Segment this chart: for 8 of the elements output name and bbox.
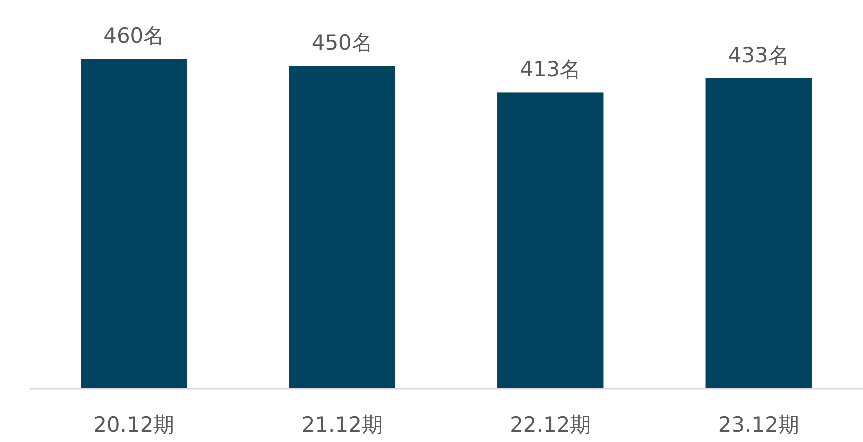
x-tick-label: 23.12期 (718, 413, 800, 437)
x-tick-label: 21.12期 (302, 413, 383, 437)
data-label: 413名 (520, 58, 582, 82)
data-label: 460名 (104, 24, 165, 48)
data-label: 450名 (312, 31, 373, 56)
x-tick-label: 22.12期 (510, 413, 592, 437)
x-tick-label: 20.12期 (94, 413, 175, 437)
data-label: 433名 (728, 43, 790, 68)
